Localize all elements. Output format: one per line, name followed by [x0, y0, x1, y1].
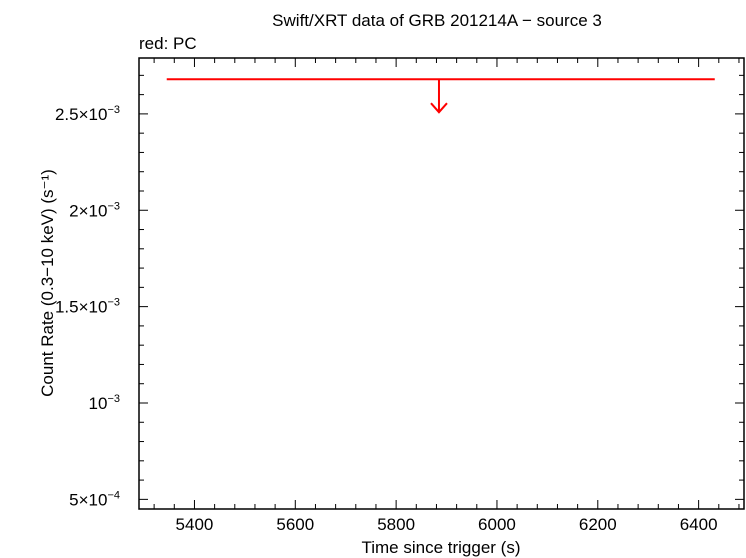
plot-frame [138, 57, 745, 510]
upper-limit-arrow-head [430, 102, 448, 114]
y-tick-label: 2×10−3 [69, 200, 120, 220]
x-tick-label: 5400 [176, 515, 214, 534]
y-tick-label: 5×10−4 [69, 489, 120, 509]
x-tick-label: 6400 [680, 515, 718, 534]
chart-subtitle: red: PC [139, 34, 197, 53]
x-tick-label: 6200 [579, 515, 617, 534]
y-tick-label: 10−3 [89, 393, 120, 413]
y-tick-label: 1.5×10−3 [55, 297, 120, 317]
x-tick-label: 6000 [478, 515, 516, 534]
x-axis-label: Time since trigger (s) [361, 538, 520, 557]
y-axis-label: Count Rate (0.3−10 keV) (s⁻¹) [38, 169, 57, 397]
chart-title: Swift/XRT data of GRB 201214A − source 3 [272, 11, 602, 30]
y-tick-label: 2.5×10−3 [55, 104, 120, 124]
x-tick-label: 5800 [377, 515, 415, 534]
x-tick-label: 5600 [276, 515, 314, 534]
